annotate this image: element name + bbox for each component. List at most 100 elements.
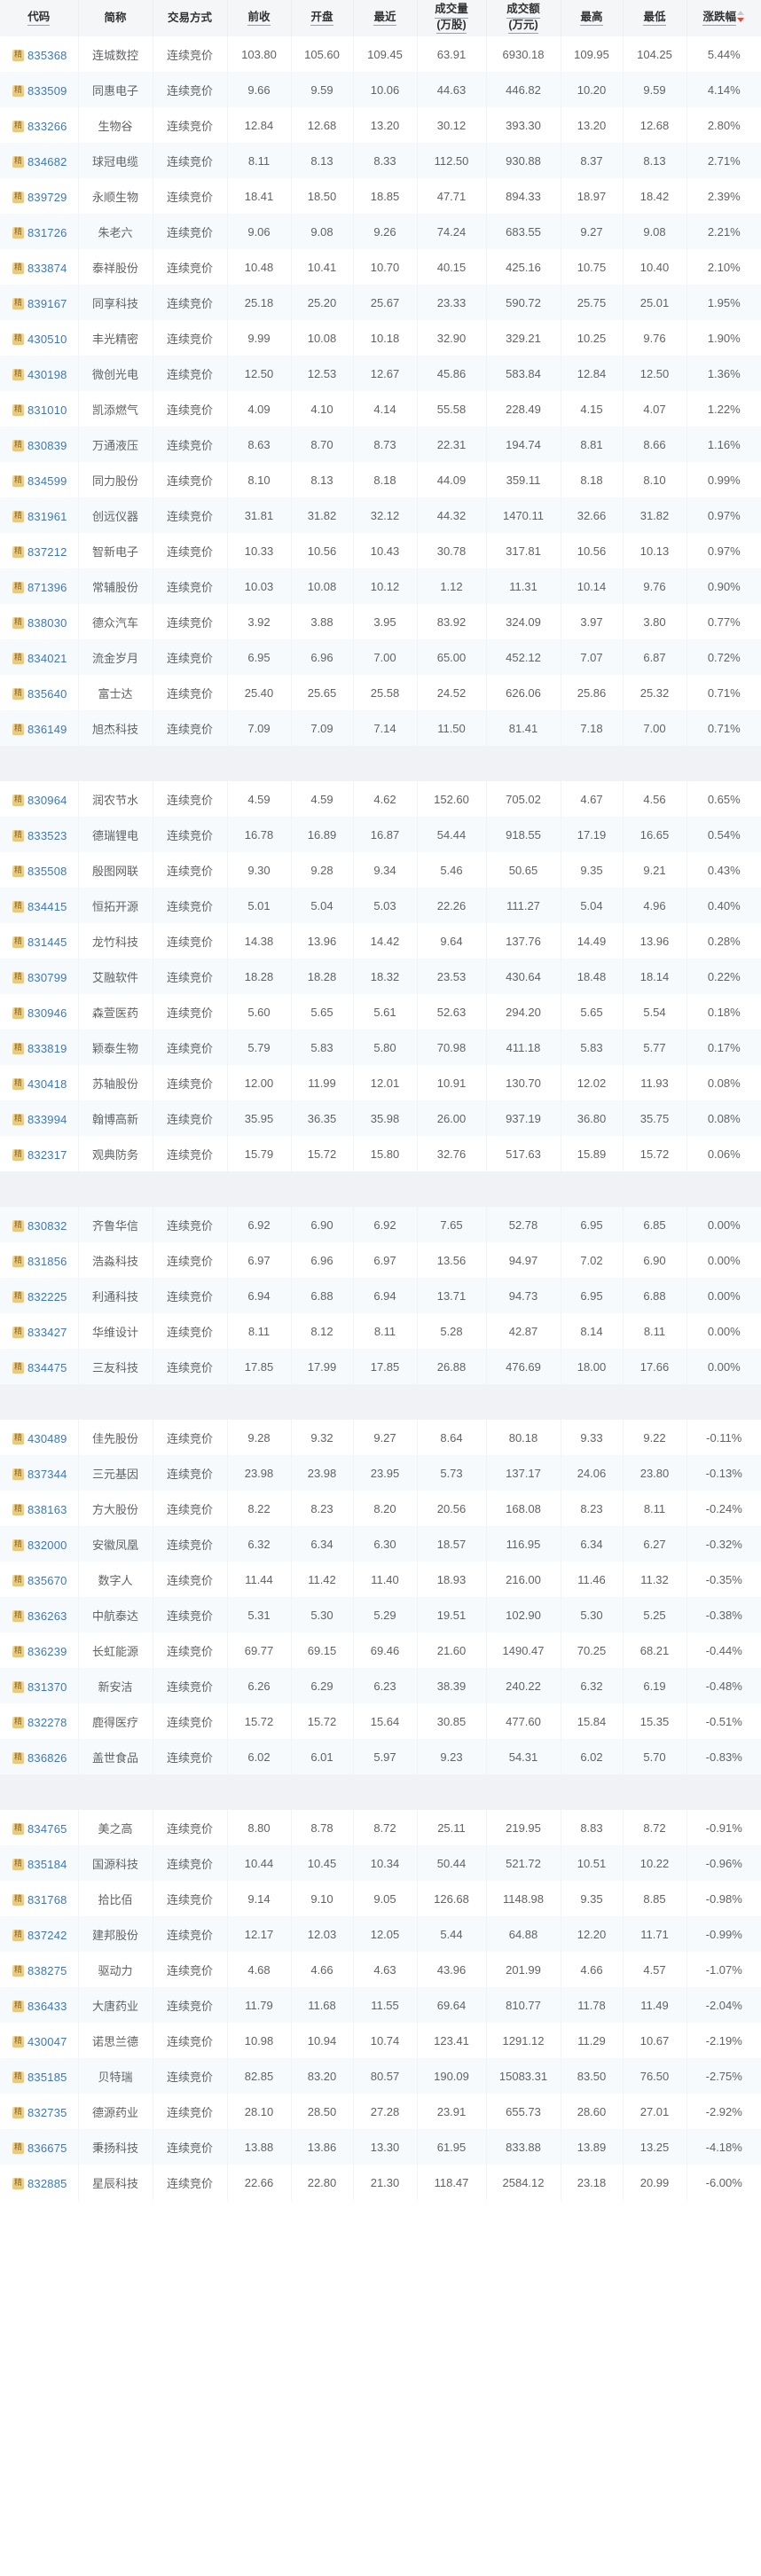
cell-name[interactable]: 浩淼科技 [78, 1242, 153, 1278]
table-row[interactable]: 精 831768 拾比佰 连续竞价 9.14 9.10 9.05 126.68 1148.98 9… [0, 1881, 761, 1916]
cell-name[interactable]: 殷图网联 [78, 852, 153, 888]
table-row[interactable]: 精 831445 龙竹科技 连续竞价 14.38 13.96 14.42 9.64 137.76… [0, 923, 761, 959]
cell-name[interactable]: 恒拓开源 [78, 888, 153, 923]
cell-name[interactable]: 同力股份 [78, 462, 153, 497]
cell-name[interactable]: 常辅股份 [78, 568, 153, 604]
stock-code-link[interactable]: 835640 [27, 687, 67, 701]
cell-name[interactable]: 创远仪器 [78, 497, 153, 533]
table-row[interactable]: 精 832000 安徽凤凰 连续竞价 6.32 6.34 6.30 18.57 116.95 6.… [0, 1526, 761, 1562]
cell-name[interactable]: 富士达 [78, 675, 153, 710]
column-header-method[interactable]: 交易方式 [153, 0, 228, 36]
cell-code[interactable]: 精 834765 [0, 1810, 79, 1845]
table-row[interactable]: 精 832225 利通科技 连续竞价 6.94 6.88 6.94 13.71 94.73 6.9… [0, 1278, 761, 1313]
cell-name[interactable]: 球冠电缆 [78, 143, 153, 178]
table-row[interactable]: 精 830946 森萱医药 连续竞价 5.60 5.65 5.61 52.63 294.20 5.… [0, 994, 761, 1030]
cell-code[interactable]: 精 830839 [0, 427, 79, 462]
cell-code[interactable]: 精 430510 [0, 320, 79, 356]
cell-code[interactable]: 精 836239 [0, 1633, 79, 1668]
cell-name[interactable]: 德源药业 [78, 2094, 153, 2129]
cell-name[interactable]: 生物谷 [78, 107, 153, 143]
cell-name[interactable]: 鹿得医疗 [78, 1703, 153, 1739]
cell-code[interactable]: 精 833874 [0, 249, 79, 285]
cell-name[interactable]: 旭杰科技 [78, 710, 153, 746]
cell-code[interactable]: 精 833427 [0, 1313, 79, 1349]
cell-name[interactable]: 万通液压 [78, 427, 153, 462]
stock-code-link[interactable]: 834021 [27, 652, 67, 665]
table-row[interactable]: 精 836826 盖世食品 连续竞价 6.02 6.01 5.97 9.23 54.31 6.02… [0, 1739, 761, 1774]
cell-name[interactable]: 朱老六 [78, 214, 153, 249]
cell-name[interactable]: 国源科技 [78, 1845, 153, 1881]
table-row[interactable]: 精 835184 国源科技 连续竞价 10.44 10.45 10.34 50.44 521.7… [0, 1845, 761, 1881]
stock-code-link[interactable]: 837212 [27, 545, 67, 559]
stock-code-link[interactable]: 836263 [27, 1609, 67, 1623]
table-row[interactable]: 精 835670 数字人 连续竞价 11.44 11.42 11.40 18.93 216.00… [0, 1562, 761, 1597]
table-row[interactable]: 精 834599 同力股份 连续竞价 8.10 8.13 8.18 44.09 359.11 8.… [0, 462, 761, 497]
cell-name[interactable]: 泰祥股份 [78, 249, 153, 285]
table-row[interactable]: 精 834475 三友科技 连续竞价 17.85 17.99 17.85 26.88 476.6… [0, 1349, 761, 1384]
table-row[interactable]: 精 836149 旭杰科技 连续竞价 7.09 7.09 7.14 11.50 81.41 7.1… [0, 710, 761, 746]
cell-code[interactable]: 精 836263 [0, 1597, 79, 1633]
stock-code-link[interactable]: 839729 [27, 191, 67, 204]
cell-code[interactable]: 精 834682 [0, 143, 79, 178]
cell-name[interactable]: 森萱医药 [78, 994, 153, 1030]
stock-code-link[interactable]: 430047 [27, 2035, 67, 2048]
stock-code-link[interactable]: 830839 [27, 439, 67, 452]
column-header-prev[interactable]: 前收 [227, 0, 292, 36]
cell-code[interactable]: 精 832735 [0, 2094, 79, 2129]
table-row[interactable]: 精 830964 润农节水 连续竞价 4.59 4.59 4.62 152.60 705.02 4… [0, 781, 761, 817]
cell-name[interactable]: 拾比佰 [78, 1881, 153, 1916]
cell-name[interactable]: 丰光精密 [78, 320, 153, 356]
table-row[interactable]: 精 831726 朱老六 连续竞价 9.06 9.08 9.26 74.24 683.55 9.2… [0, 214, 761, 249]
table-row[interactable]: 精 831370 新安洁 连续竞价 6.26 6.29 6.23 38.39 240.22 6.3… [0, 1668, 761, 1703]
cell-code[interactable]: 精 830799 [0, 959, 79, 994]
stock-code-link[interactable]: 835185 [27, 2071, 67, 2084]
cell-name[interactable]: 中航泰达 [78, 1597, 153, 1633]
table-row[interactable]: 精 834021 流金岁月 连续竞价 6.95 6.96 7.00 65.00 452.12 7.… [0, 639, 761, 675]
stock-code-link[interactable]: 830946 [27, 1006, 67, 1020]
stock-code-link[interactable]: 834599 [27, 474, 67, 488]
stock-code-link[interactable]: 831768 [27, 1893, 67, 1907]
stock-code-link[interactable]: 836239 [27, 1645, 67, 1658]
cell-name[interactable]: 德众汽车 [78, 604, 153, 639]
table-row[interactable]: 精 833509 同惠电子 连续竞价 9.66 9.59 10.06 44.63 446.82 1… [0, 72, 761, 107]
table-row[interactable]: 精 839167 同享科技 连续竞价 25.18 25.20 25.67 23.33 590.7… [0, 285, 761, 320]
stock-code-link[interactable]: 837242 [27, 1929, 67, 1942]
table-row[interactable]: 精 831856 浩淼科技 连续竞价 6.97 6.96 6.97 13.56 94.97 7.0… [0, 1242, 761, 1278]
cell-name[interactable]: 齐鲁华信 [78, 1207, 153, 1242]
table-row[interactable]: 精 836263 中航泰达 连续竞价 5.31 5.30 5.29 19.51 102.90 5.… [0, 1597, 761, 1633]
cell-name[interactable]: 智新电子 [78, 533, 153, 568]
cell-code[interactable]: 精 835640 [0, 675, 79, 710]
stock-code-link[interactable]: 430198 [27, 368, 67, 381]
cell-code[interactable]: 精 832278 [0, 1703, 79, 1739]
table-row[interactable]: 精 831010 凯添燃气 连续竞价 4.09 4.10 4.14 55.58 228.49 4.… [0, 391, 761, 427]
table-row[interactable]: 精 837242 建邦股份 连续竞价 12.17 12.03 12.05 5.44 64.88 1… [0, 1916, 761, 1952]
table-row[interactable]: 精 430418 苏轴股份 连续竞价 12.00 11.99 12.01 10.91 130.7… [0, 1065, 761, 1100]
table-row[interactable]: 精 831961 创远仪器 连续竞价 31.81 31.82 32.12 44.32 1470.… [0, 497, 761, 533]
cell-code[interactable]: 精 836675 [0, 2129, 79, 2165]
table-row[interactable]: 精 430198 微创光电 连续竞价 12.50 12.53 12.67 45.86 583.8… [0, 356, 761, 391]
table-row[interactable]: 精 430510 丰光精密 连续竞价 9.99 10.08 10.18 32.90 329.21… [0, 320, 761, 356]
cell-code[interactable]: 精 831370 [0, 1668, 79, 1703]
cell-code[interactable]: 精 839729 [0, 178, 79, 214]
cell-name[interactable]: 三友科技 [78, 1349, 153, 1384]
cell-code[interactable]: 精 834415 [0, 888, 79, 923]
stock-code-link[interactable]: 831445 [27, 936, 67, 949]
cell-name[interactable]: 观典防务 [78, 1136, 153, 1171]
cell-name[interactable]: 连城数控 [78, 36, 153, 72]
table-row[interactable]: 精 835185 贝特瑞 连续竞价 82.85 83.20 80.57 190.09 15083… [0, 2058, 761, 2094]
cell-name[interactable]: 秉扬科技 [78, 2129, 153, 2165]
cell-code[interactable]: 精 871396 [0, 568, 79, 604]
table-row[interactable]: 精 838275 驱动力 连续竞价 4.68 4.66 4.63 43.96 201.99 4.6… [0, 1952, 761, 1987]
table-row[interactable]: 精 838030 德众汽车 连续竞价 3.92 3.88 3.95 83.92 324.09 3.… [0, 604, 761, 639]
stock-code-link[interactable]: 831961 [27, 510, 67, 523]
table-row[interactable]: 精 833994 翰博高新 连续竞价 35.95 36.35 35.98 26.00 937.1… [0, 1100, 761, 1136]
stock-code-link[interactable]: 834682 [27, 155, 67, 168]
table-row[interactable]: 精 832885 星辰科技 连续竞价 22.66 22.80 21.30 118.47 2584… [0, 2165, 761, 2200]
cell-code[interactable]: 精 430418 [0, 1065, 79, 1100]
cell-name[interactable]: 微创光电 [78, 356, 153, 391]
cell-code[interactable]: 精 832885 [0, 2165, 79, 2200]
cell-name[interactable]: 永顺生物 [78, 178, 153, 214]
stock-code-link[interactable]: 832000 [27, 1539, 67, 1552]
stock-code-link[interactable]: 831726 [27, 226, 67, 239]
cell-name[interactable]: 安徽凤凰 [78, 1526, 153, 1562]
